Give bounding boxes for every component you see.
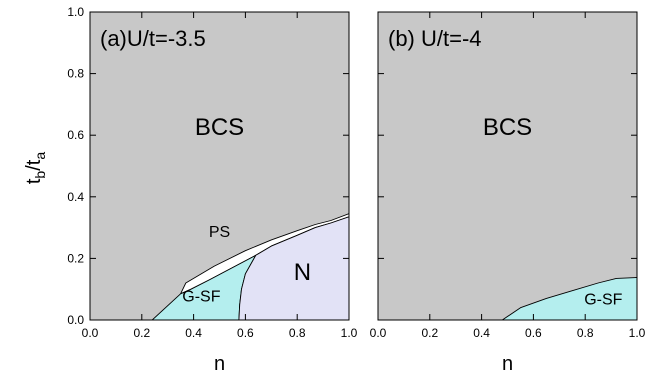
y-axis-label-sub1: b (32, 171, 48, 179)
x-axis-label: n (214, 353, 225, 374)
x-tick-label: 0.6 (525, 326, 542, 340)
region-label-g-sf: G-SF (584, 292, 622, 309)
plot-frame (89, 11, 350, 321)
x-axis-label: n (502, 353, 513, 374)
x-tick-label: 0.8 (289, 326, 306, 340)
region-g-sf (501, 277, 637, 320)
panel-title: (a)U/t=-3.5 (100, 26, 206, 51)
x-tick-label: 0.2 (421, 326, 438, 340)
y-tick-label: 1.0 (67, 5, 84, 19)
y-axis-label-sep: /t (23, 159, 45, 171)
svg-text:tb/ta: tb/ta (23, 152, 48, 184)
y-tick-label: 0.2 (67, 251, 84, 265)
region-label-ps: PS (209, 224, 230, 241)
panel-a: 0.0 0.2 0.4 0.6 0.8 1.0 0.0 0.2 0.4 0.6 0.8 1.0 n (a)… (67, 5, 357, 374)
x-tick-label: 1.0 (629, 326, 646, 340)
regions (378, 12, 637, 320)
panel-title: (b) U/t=-4 (388, 26, 482, 51)
regions (90, 12, 349, 320)
y-tick-label: 0.6 (67, 128, 84, 142)
x-tick-label: 0.2 (133, 326, 150, 340)
region-bcs (378, 12, 637, 320)
region-label-bcs: BCS (195, 114, 244, 141)
x-tick-label: 0.4 (185, 326, 202, 340)
x-tick-label: 0.4 (473, 326, 490, 340)
region-label-bcs: BCS (483, 114, 532, 141)
x-tick-label: 0.8 (577, 326, 594, 340)
panels-layer: 0.0 0.2 0.4 0.6 0.8 1.0 0.0 0.2 0.4 0.6 0.8 1.0 n (a)… (67, 5, 645, 374)
x-tick-label: 0.0 (370, 326, 387, 340)
plot-frame (377, 11, 638, 321)
region-label-g-sf: G-SF (182, 289, 220, 306)
panel-b: 0.0 0.2 0.4 0.6 0.8 1.0 n (b) U/t=-4 BCS G-SF (370, 11, 646, 374)
y-tick-label: 0.8 (67, 67, 84, 81)
y-tick-label: 0.0 (67, 313, 84, 327)
y-axis-label-main: t (23, 178, 45, 184)
region-n (238, 216, 349, 320)
region-label-n: N (294, 259, 311, 286)
x-tick-label: 0.6 (237, 326, 254, 340)
x-tick-label: 0.0 (82, 326, 99, 340)
y-tick-label: 0.4 (67, 190, 84, 204)
y-axis-label: tb/ta (23, 152, 48, 184)
x-tick-label: 1.0 (341, 326, 358, 340)
y-axis-label-sub2: a (32, 152, 48, 160)
